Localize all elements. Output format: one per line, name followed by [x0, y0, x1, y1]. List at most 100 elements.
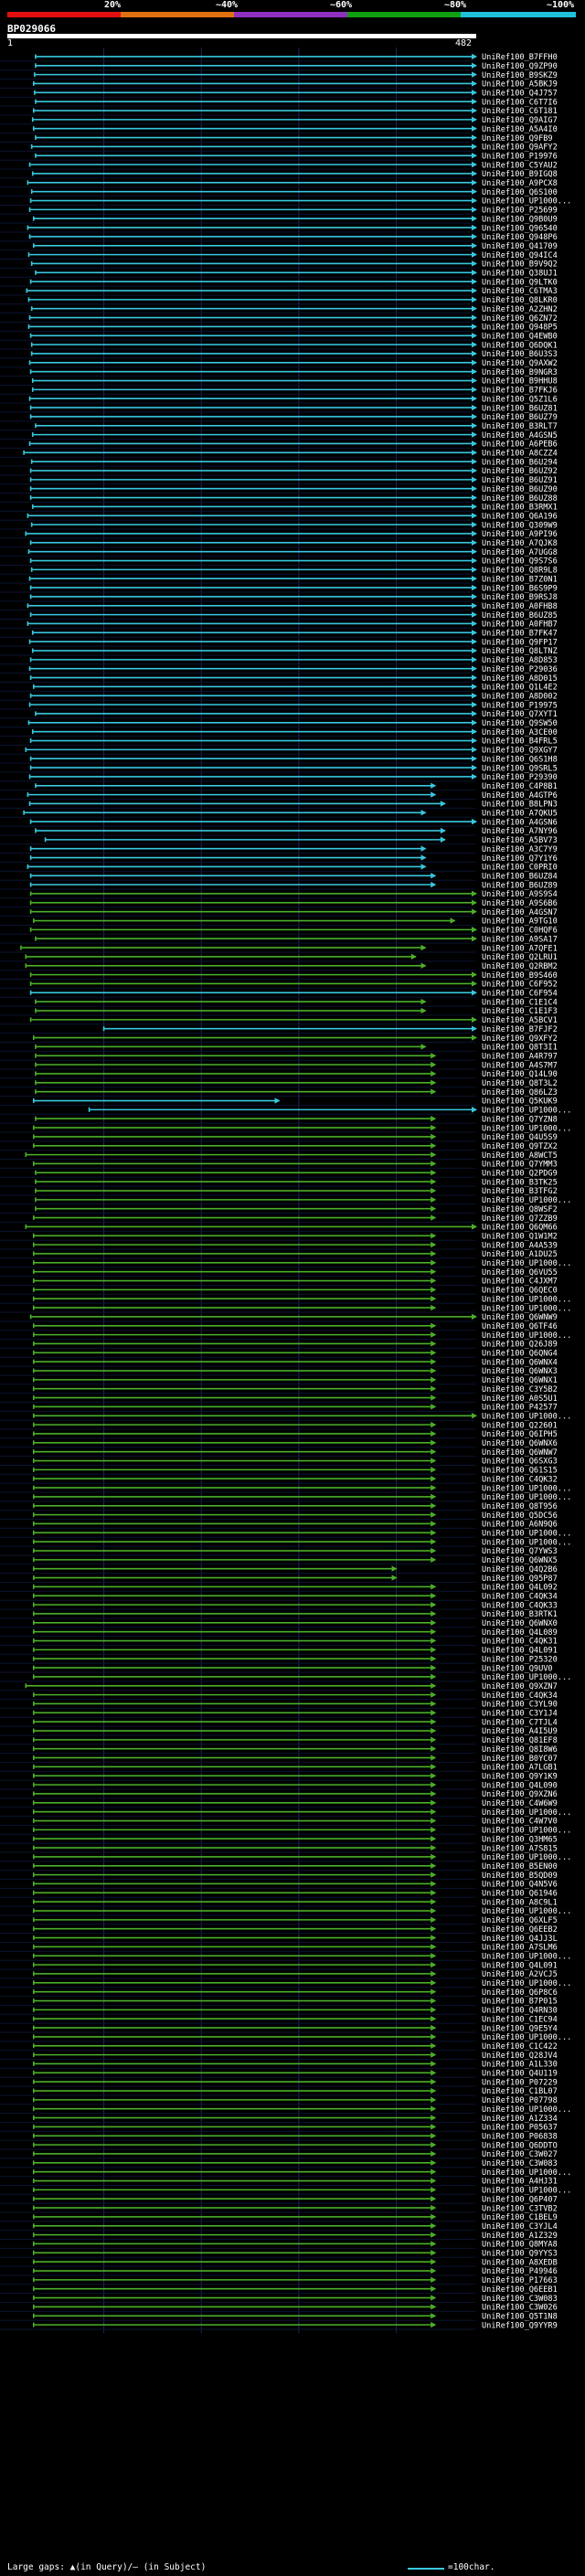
hit-label: UniRef100_C6F952 — [482, 981, 558, 990]
hit-end-arrow — [431, 2295, 437, 2301]
hit-label: UniRef100_UP1000... — [482, 2105, 571, 2115]
hit-label: UniRef100_B7FKJ6 — [482, 387, 558, 396]
hit-label: UniRef100_P19976 — [482, 152, 558, 161]
hit-label: UniRef100_P25699 — [482, 207, 558, 216]
hit-end-arrow — [431, 1484, 437, 1491]
hit-label: UniRef100_Q22601 — [482, 1421, 558, 1430]
hit-end-arrow — [431, 1647, 437, 1653]
hit-label: UniRef100_B6S9P9 — [482, 584, 558, 593]
scale-label-80: ~80% — [443, 0, 467, 10]
hit-label: UniRef100_Q81EF8 — [482, 1736, 558, 1745]
hit-end-arrow — [420, 944, 427, 951]
hit-label: UniRef100_C4W7V0 — [482, 1818, 558, 1827]
hit-label: UniRef100_B6UZ79 — [482, 413, 558, 422]
hit-end-arrow — [431, 1664, 437, 1671]
hit-label: UniRef100_Q4N5V6 — [482, 1881, 558, 1890]
hit-end-arrow — [431, 2285, 437, 2292]
hit-end-arrow — [391, 1565, 398, 1572]
hit-label: UniRef100_Q4L091 — [482, 1647, 558, 1656]
hit-end-arrow — [420, 854, 427, 861]
hit-end-arrow — [431, 1961, 437, 1968]
legend-scale-text: =100char. — [448, 2562, 495, 2572]
hit-end-arrow — [440, 800, 446, 807]
hit-label: UniRef100_Q6XLF5 — [482, 1916, 558, 1925]
hit-end-arrow — [431, 1818, 437, 1824]
hit-label: UniRef100_B6U294 — [482, 458, 558, 467]
hit-label: UniRef100_B7P015 — [482, 1998, 558, 2007]
hit-end-arrow — [472, 98, 477, 105]
hit-label: UniRef100_A4GSN5 — [482, 431, 558, 440]
hit-end-arrow — [431, 1161, 437, 1167]
hit-end-arrow — [472, 674, 477, 681]
hit-end-arrow — [472, 62, 477, 69]
hit-label: UniRef100_Q6TF46 — [482, 1322, 558, 1331]
hit-label: UniRef100_Q948P6 — [482, 233, 558, 242]
hit-end-arrow — [431, 1458, 437, 1464]
hit-label: UniRef100_A2VCJ5 — [482, 1970, 558, 1979]
hit-end-arrow — [431, 881, 437, 888]
hit-label: UniRef100_C6TMA3 — [482, 287, 558, 296]
hit-label: UniRef100_B6UZ84 — [482, 872, 558, 881]
hit-label: UniRef100_B7FFH0 — [482, 53, 558, 62]
hit-label: UniRef100_Q9UV0 — [482, 1664, 553, 1673]
hit-label: UniRef100_Q9ZP90 — [482, 62, 558, 71]
hit-label: UniRef100_UP1000... — [482, 2033, 571, 2042]
hit-label: UniRef100_UP1000... — [482, 1952, 571, 1961]
hit-label: UniRef100_A9S9S4 — [482, 890, 558, 899]
hit-end-arrow — [472, 737, 477, 744]
hit-label: UniRef100_Q7YMM3 — [482, 1161, 558, 1170]
hit-label: UniRef100_UP1000... — [482, 1484, 571, 1493]
hit-end-arrow — [431, 2304, 437, 2310]
hit-label: UniRef100_C0PRI0 — [482, 864, 558, 873]
hit-end-arrow — [431, 1133, 437, 1140]
hit-end-arrow — [431, 1988, 437, 1995]
hit-label: UniRef100_Q1W1M2 — [482, 1232, 558, 1241]
hit-label: UniRef100_P06838 — [482, 2132, 558, 2141]
hit-label: UniRef100_Q41709 — [482, 242, 558, 251]
hit-end-arrow — [472, 908, 477, 915]
hit-label: UniRef100_B5QD09 — [482, 1871, 558, 1881]
hit-end-arrow — [431, 1610, 437, 1617]
hit-end-arrow — [410, 953, 417, 960]
hit-label: UniRef100_Q28JV4 — [482, 2051, 558, 2061]
hit-end-arrow — [420, 998, 427, 1005]
hit-end-arrow — [431, 1799, 437, 1807]
hit-end-arrow — [431, 1718, 437, 1725]
hit-label: UniRef100_UP1000... — [482, 1259, 571, 1268]
hit-end-arrow — [431, 1944, 437, 1950]
hit-label: UniRef100_Q6DQK1 — [482, 341, 558, 350]
hit-end-arrow — [472, 1313, 477, 1320]
hit-end-arrow — [431, 2087, 437, 2094]
hit-label: UniRef100_Q6P407 — [482, 2195, 558, 2204]
hit-label: UniRef100_Q9S7S6 — [482, 557, 558, 567]
hit-label: UniRef100_Q8R9L8 — [482, 567, 558, 576]
hit-end-arrow — [472, 224, 477, 231]
hit-label: UniRef100_Q8WSF2 — [482, 1205, 558, 1214]
hit-label: UniRef100_C3TVB2 — [482, 2204, 558, 2213]
hit-label: UniRef100_Q7YZN8 — [482, 1115, 558, 1124]
hit-end-arrow — [431, 1998, 437, 2004]
scale-band-red — [7, 12, 121, 17]
hit-end-arrow — [431, 1170, 437, 1176]
hit-label: UniRef100_Q8T3I1 — [482, 1044, 558, 1053]
hit-end-arrow — [431, 2159, 437, 2167]
hit-label: UniRef100_Q4L090 — [482, 1781, 558, 1790]
hit-label: UniRef100_A9PI96 — [482, 530, 558, 539]
hit-label: UniRef100_C6F954 — [482, 990, 558, 999]
hit-label: UniRef100_Q6WNX4 — [482, 1358, 558, 1367]
hit-end-arrow — [431, 2241, 437, 2247]
hit-end-arrow — [472, 170, 477, 177]
hit-label: UniRef100_A6N9Q6 — [482, 1521, 558, 1530]
hit-end-arrow — [431, 1521, 437, 1527]
hit-end-arrow — [472, 719, 477, 726]
hit-end-arrow — [431, 1691, 437, 1698]
hit-label: UniRef100_A7SLM6 — [482, 1944, 558, 1953]
hit-end-arrow — [472, 890, 477, 897]
hit-label: UniRef100_C3W026 — [482, 2304, 558, 2313]
hit-end-arrow — [431, 2150, 437, 2157]
hit-label: UniRef100_B6UZ85 — [482, 611, 558, 620]
hit-end-arrow — [472, 990, 477, 996]
scale-band-orange — [121, 12, 234, 17]
hit-end-arrow — [431, 1871, 437, 1878]
